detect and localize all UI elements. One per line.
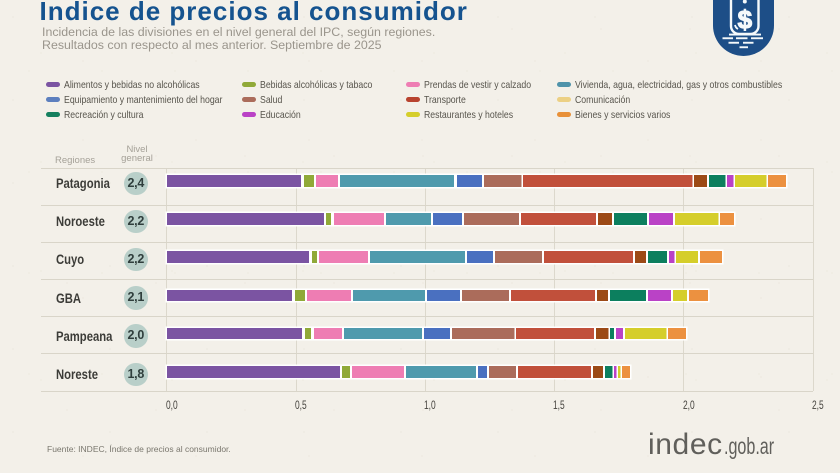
svg-text:$: $: [738, 5, 753, 35]
